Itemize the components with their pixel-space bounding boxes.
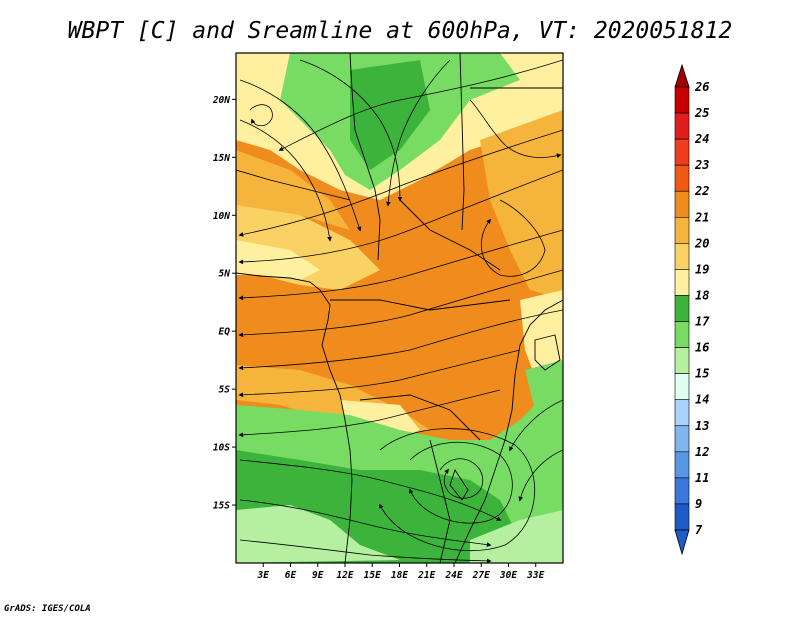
colorbar-swatch — [674, 190, 690, 218]
colorbar-swatch — [674, 451, 690, 479]
colorbar-bottom-arrow — [674, 529, 690, 556]
colorbar-swatch — [674, 503, 690, 531]
coastlines-and-borders — [236, 53, 563, 563]
colorbar-swatch — [674, 112, 690, 140]
y-tick-label: 5N — [219, 269, 231, 280]
colorbar-label: 25 — [694, 106, 709, 120]
colorbar-top-arrow — [674, 63, 690, 88]
y-tick-label: 10S — [213, 443, 230, 454]
x-tick-label: 30E — [499, 570, 517, 581]
colorbar-swatch — [674, 477, 690, 505]
colorbar-label: 12 — [695, 445, 709, 459]
x-tick-label: 33E — [526, 570, 544, 581]
colorbar-label: 21 — [694, 210, 709, 224]
colorbar-swatch — [674, 243, 690, 270]
y-tick-label: 20N — [212, 95, 230, 106]
colorbar-label: 14 — [695, 393, 709, 407]
y-tick-label: 5S — [219, 385, 231, 396]
colorbar-swatch — [674, 216, 690, 244]
colorbar-label: 15 — [695, 367, 709, 381]
y-axis: 20N 15N 10N 5N EQ 5S 10S 15S — [212, 95, 236, 512]
colorbar-label: 9 — [695, 497, 702, 511]
x-axis: 3E 6E 9E 12E 15E 18E 21E 24E 27E 30E 33E — [257, 563, 545, 581]
colorbar: 26 25 24 23 22 21 20 19 18 17 16 15 14 13 12 11 9 7 — [674, 63, 710, 556]
x-tick-label: 24E — [444, 570, 462, 581]
colorbar-label: 22 — [694, 184, 709, 198]
x-tick-label: 15E — [364, 570, 381, 581]
x-tick-label: 9E — [312, 570, 324, 581]
x-tick-label: 6E — [285, 570, 297, 581]
colorbar-swatch — [674, 138, 690, 166]
colorbar-label: 26 — [694, 80, 709, 94]
colorbar-label: 13 — [695, 419, 709, 433]
colorbar-label: 7 — [695, 523, 703, 537]
colorbar-label: 19 — [695, 262, 709, 276]
y-tick-label: 15N — [213, 153, 230, 164]
y-tick-label: 15S — [213, 501, 230, 512]
wbpt-shaded-field — [236, 53, 563, 563]
colorbar-swatch — [674, 399, 690, 427]
colorbar-label: 17 — [695, 315, 710, 329]
colorbar-swatch — [674, 164, 690, 192]
y-tick-label: 10N — [213, 211, 230, 222]
streamlines — [238, 59, 563, 563]
colorbar-swatch — [674, 425, 690, 453]
colorbar-swatch — [674, 347, 690, 374]
y-tick-label: EQ — [219, 327, 231, 338]
colorbar-swatch — [674, 295, 690, 322]
colorbar-label: 23 — [694, 158, 709, 172]
colorbar-swatch — [674, 86, 690, 114]
colorbar-swatch — [674, 373, 690, 401]
colorbar-label: 16 — [695, 341, 709, 355]
x-tick-label: 27E — [472, 570, 490, 581]
colorbar-swatch — [674, 321, 690, 348]
colorbar-label: 18 — [695, 288, 709, 302]
colorbar-swatch — [674, 269, 690, 296]
colorbar-label: 11 — [695, 471, 709, 485]
x-tick-label: 21E — [417, 570, 435, 581]
x-tick-label: 18E — [391, 570, 408, 581]
x-tick-label: 12E — [336, 570, 353, 581]
x-tick-label: 3E — [257, 570, 270, 581]
map-title: WBPT [C] and Sreamline at 600hPa, VT: 20… — [67, 18, 733, 44]
grads-credit: GrADS: IGES/COLA — [4, 604, 91, 614]
colorbar-label: 20 — [694, 236, 709, 250]
colorbar-label: 24 — [694, 132, 709, 146]
